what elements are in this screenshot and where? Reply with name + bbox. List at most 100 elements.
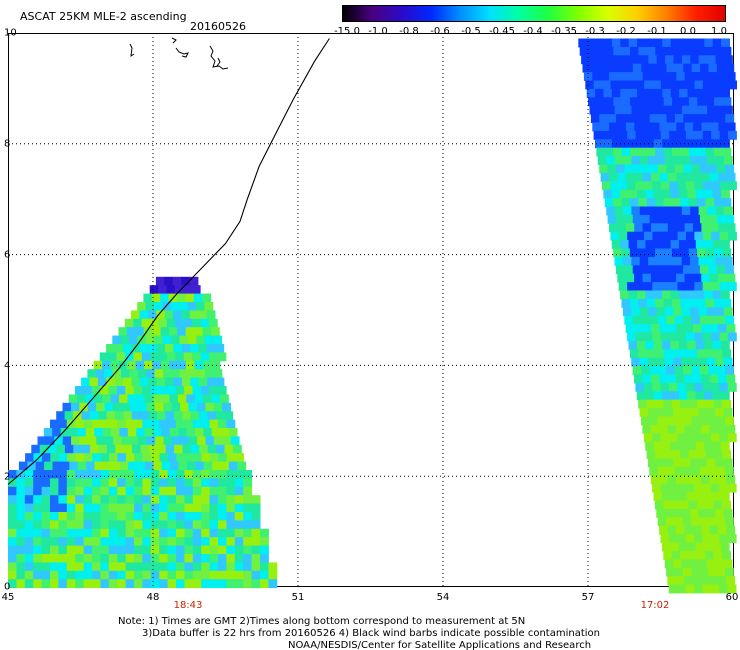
- swath-cell: [226, 453, 236, 463]
- swath-cell: [590, 63, 600, 73]
- swath-cell: [192, 386, 202, 395]
- swath-cell: [663, 399, 673, 409]
- swath-cell: [180, 402, 189, 412]
- swath-cell: [698, 105, 708, 115]
- swath-cell: [150, 495, 160, 505]
- swath-cell: [209, 562, 219, 572]
- swath-cell: [628, 240, 638, 249]
- swath-cell: [723, 256, 733, 266]
- swath-cell: [201, 528, 211, 538]
- swath-cell: [92, 570, 101, 580]
- swath-cell: [176, 537, 185, 547]
- swath-cell: [211, 394, 221, 404]
- swath-cell: [671, 349, 681, 359]
- swath-cell: [692, 525, 702, 535]
- swath-cell: [639, 307, 649, 317]
- swath-cell: [177, 293, 186, 303]
- swath-cell: [98, 411, 108, 421]
- swath-cell: [670, 189, 680, 199]
- swath-cell: [125, 537, 135, 547]
- swath-cell: [606, 55, 616, 65]
- swath-cell: [24, 562, 34, 572]
- swath-cell: [701, 424, 711, 434]
- swath-cell: [186, 360, 195, 370]
- swath-cell: [251, 528, 261, 538]
- swath-cell: [653, 38, 663, 48]
- swath-cell: [89, 411, 99, 421]
- swath-cell: [33, 554, 43, 563]
- swath-cell: [92, 512, 101, 521]
- swath-cell: [211, 360, 221, 370]
- swath-cell: [632, 164, 642, 174]
- swath-cell: [243, 503, 253, 513]
- swath-cell: [694, 483, 703, 493]
- swath-cell: [641, 366, 650, 375]
- swath-cell: [209, 503, 219, 513]
- swath-cell: [666, 366, 676, 375]
- swath-cell: [709, 122, 719, 132]
- swath-cell: [41, 528, 51, 538]
- swath-cell: [33, 486, 43, 496]
- swath-cell: [8, 562, 17, 572]
- swath-cell: [102, 461, 112, 471]
- swath-cell: [182, 444, 192, 454]
- swath-cell: [27, 461, 37, 471]
- swath-cell: [83, 554, 93, 563]
- swath-cell: [645, 290, 655, 300]
- swath-cell: [199, 411, 208, 421]
- swath-cell: [143, 293, 153, 303]
- swath-cell: [693, 223, 702, 233]
- swath-cell: [75, 562, 85, 572]
- swath-cell: [621, 248, 631, 258]
- swath-cell: [127, 394, 137, 404]
- swath-cell: [684, 374, 694, 384]
- swath-cell: [671, 550, 681, 560]
- swath-cell: [662, 391, 671, 401]
- swath-cell: [698, 307, 708, 317]
- swath-cell: [209, 478, 219, 488]
- swath-cell: [83, 419, 93, 429]
- swath-cell: [260, 554, 269, 563]
- swath-cell: [696, 500, 706, 510]
- swath-cell: [726, 576, 736, 585]
- swath-cell: [657, 315, 667, 325]
- swath-cell: [622, 307, 632, 317]
- swath-cell: [618, 282, 628, 291]
- swath-cell: [158, 318, 168, 328]
- swath-cell: [33, 570, 43, 580]
- swath-cell: [192, 579, 202, 589]
- swath-cell: [682, 517, 692, 527]
- swath-cell: [75, 419, 85, 429]
- swath-cell: [716, 114, 726, 123]
- swath-cell: [116, 386, 126, 395]
- swath-cell: [147, 310, 157, 320]
- swath-cell: [661, 542, 671, 552]
- swath-cell: [638, 349, 648, 359]
- swath-cell: [683, 315, 692, 325]
- swath-cell: [690, 55, 700, 65]
- swath-cell: [220, 461, 230, 471]
- swath-cell: [683, 416, 692, 426]
- swath-cell: [176, 570, 185, 580]
- swath-cell: [694, 382, 704, 392]
- swath-cell: [691, 466, 701, 476]
- swath-cell: [260, 562, 269, 572]
- swath-cell: [713, 298, 723, 308]
- swath-cell: [131, 377, 141, 387]
- swath-cell: [663, 550, 673, 560]
- swath-cell: [727, 332, 737, 342]
- swath-cell: [695, 542, 705, 552]
- swath-cell: [685, 382, 695, 392]
- swath-cell: [91, 386, 101, 395]
- swath-cell: [202, 293, 212, 303]
- swath-cell: [712, 240, 722, 249]
- swath-cell: [188, 369, 198, 379]
- swath-cell: [620, 240, 630, 249]
- swath-cell: [228, 428, 238, 437]
- swath-cell: [599, 164, 609, 174]
- swath-cell: [121, 369, 130, 379]
- swath-cell: [632, 265, 642, 275]
- swath-cell: [672, 147, 681, 157]
- swath-cell: [33, 528, 43, 538]
- swath-cell: [722, 147, 732, 157]
